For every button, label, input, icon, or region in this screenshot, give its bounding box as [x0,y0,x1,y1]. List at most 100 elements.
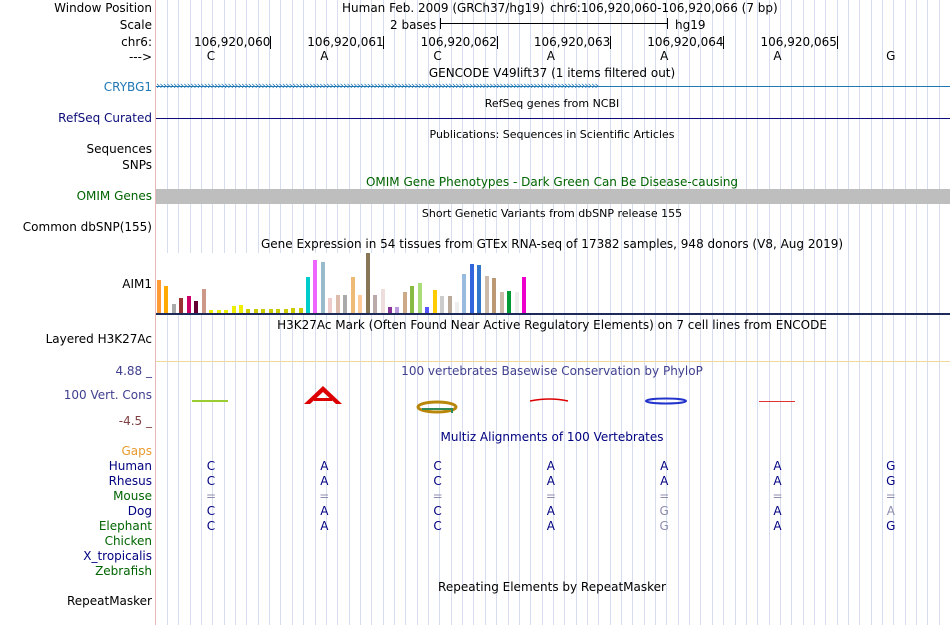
gtex-tissue-bar[interactable] [246,309,251,313]
gtex-tissue-bar[interactable] [313,260,318,313]
gtex-tissue-bar[interactable] [238,305,243,313]
alignment-base-dog: A [773,504,782,518]
grid-line [542,0,543,625]
gtex-tissue-bar[interactable] [402,292,407,313]
omim-gene-block[interactable] [156,189,950,204]
grid-line [939,0,940,625]
gtex-tissue-bar[interactable] [395,307,400,313]
gtex-tissue-bar[interactable] [224,310,229,313]
alignment-base-elephant: C [433,519,442,533]
gtex-tissue-bar[interactable] [440,296,445,313]
track-label-h3k27ac[interactable]: Layered H3K27Ac [45,332,152,346]
alignment-base-elephant: G [659,519,669,533]
gtex-tissue-bar[interactable] [522,277,527,313]
alignment-base-mouse: = [885,489,896,503]
grid-line [587,0,588,625]
browser-track-area[interactable]: Human Feb. 2009 (GRCh37/hg19) chr6:106,9… [156,0,950,625]
gtex-tissue-bar[interactable] [447,296,452,313]
gtex-tissue-bar[interactable] [164,286,169,313]
gtex-tissue-bar[interactable] [417,283,422,313]
gtex-tissue-bar[interactable] [514,292,519,313]
grid-line [825,0,826,625]
grid-line [598,0,599,625]
grid-line [621,0,622,625]
gtex-tissue-bar[interactable] [291,308,296,313]
gtex-tissue-bar[interactable] [380,289,385,313]
gtex-tissue-bar[interactable] [283,309,288,313]
gtex-tissue-bar[interactable] [186,296,191,313]
omim-title: OMIM Gene Phenotypes - Dark Green Can Be… [365,175,739,189]
species-human: Human [108,459,152,473]
gtex-tissue-bar[interactable] [343,295,348,313]
alignment-base-dog: A [886,504,895,518]
phylop-base-c1 [192,400,228,402]
gtex-tissue-bar[interactable] [231,306,236,313]
ruler-tick [497,36,498,49]
ruler-coordinate: 106,920,062 [420,35,497,49]
track-label-snps[interactable]: SNPs [122,158,152,172]
gtex-bar-chart[interactable] [156,253,536,313]
species-chicken: Chicken [104,534,152,548]
gtex-tissue-bar[interactable] [350,277,355,313]
window-position-label: Window Position [54,1,152,15]
alignment-base-elephant: A [773,519,782,533]
grid-line [837,0,838,625]
track-label-crybg1[interactable]: CRYBG1 [103,80,152,94]
phylop-logo[interactable] [156,380,950,420]
gtex-tissue-bar[interactable] [477,265,482,313]
track-label-aim1[interactable]: AIM1 [122,277,152,291]
gtex-tissue-bar[interactable] [328,298,333,313]
track-label-cons[interactable]: 100 Vert. Cons [63,388,152,402]
alignment-base-human: G [886,459,896,473]
alignment-base-mouse: = [772,489,783,503]
species-dog: Dog [127,504,152,518]
gtex-tissue-bar[interactable] [261,309,266,313]
track-label-sequences[interactable]: Sequences [86,142,152,156]
track-label-repeatmasker[interactable]: RepeatMasker [66,594,152,608]
gtex-tissue-bar[interactable] [387,307,392,313]
gtex-tissue-bar[interactable] [358,295,363,313]
gtex-tissue-bar[interactable] [179,298,184,313]
gtex-tissue-bar[interactable] [469,264,474,313]
track-labels: Window Position Scale chr6: ---> CRYBG1 … [0,0,156,625]
gtex-tissue-bar[interactable] [201,289,206,313]
gtex-tissue-bar[interactable] [410,286,415,313]
ruler-base: A [320,49,329,63]
gtex-tissue-bar[interactable] [499,292,504,313]
gtex-tissue-bar[interactable] [171,304,176,313]
gtex-tissue-bar[interactable] [492,278,497,313]
gtex-tissue-bar[interactable] [216,310,221,313]
gtex-tissue-bar[interactable] [320,262,325,313]
gtex-tissue-bar[interactable] [157,280,161,313]
gtex-tissue-bar[interactable] [268,309,273,313]
ruler-base: A [773,49,782,63]
gaps-label: Gaps [121,444,152,458]
gtex-tissue-bar[interactable] [365,253,370,313]
gtex-tissue-bar[interactable] [298,308,303,313]
gtex-tissue-bar[interactable] [425,307,430,313]
gtex-tissue-bar[interactable] [432,290,437,313]
gtex-tissue-bar[interactable] [373,295,378,313]
grid-line [814,0,815,625]
phylop-base-a4 [529,398,569,402]
track-label-dbsnp[interactable]: Common dbSNP(155) [22,220,152,234]
grid-line [905,0,906,625]
gtex-tissue-bar[interactable] [462,274,467,313]
gtex-tissue-bar[interactable] [335,295,340,313]
track-label-refseq[interactable]: RefSeq Curated [58,111,152,125]
grid-line [757,0,758,625]
grid-line [927,0,928,625]
gtex-tissue-bar[interactable] [507,291,512,313]
gtex-tissue-bar[interactable] [209,310,214,313]
gtex-tissue-bar[interactable] [455,302,459,313]
gtex-tissue-bar[interactable] [484,276,489,313]
crybg1-gene-line[interactable] [156,86,950,87]
gtex-tissue-bar[interactable] [253,309,258,313]
refseq-gene-line[interactable] [156,118,950,119]
track-label-omim[interactable]: OMIM Genes [76,189,152,203]
gtex-tissue-bar[interactable] [276,309,281,313]
gtex-tissue-bar[interactable] [306,277,310,313]
gtex-tissue-bar[interactable] [194,301,199,313]
ruler-tick [610,36,611,49]
dbsnp-title: Short Genetic Variants from dbSNP releas… [421,207,683,220]
